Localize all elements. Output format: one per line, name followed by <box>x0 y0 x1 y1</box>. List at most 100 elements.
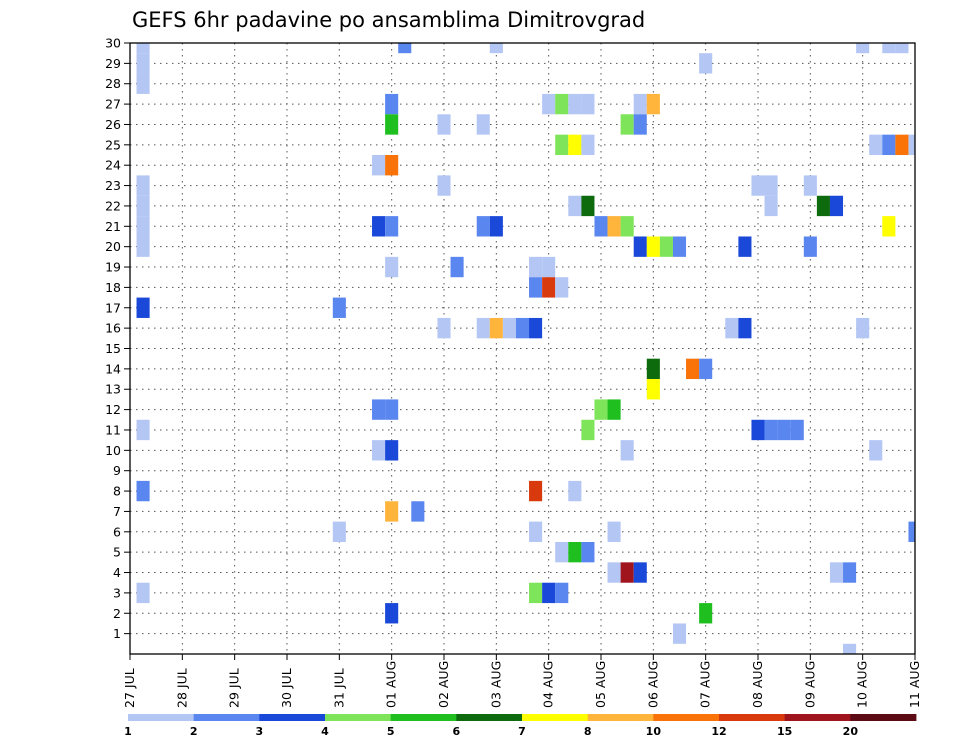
precip-cell <box>869 134 883 156</box>
precip-cell <box>136 419 150 441</box>
y-axis: 1234567891011121314151617181920212223242… <box>105 36 130 641</box>
precip-cell <box>908 134 915 156</box>
precip-cell <box>136 43 150 54</box>
x-tick-label: 05 AUG <box>593 661 608 708</box>
y-tick-label: 29 <box>105 56 121 71</box>
precip-cell <box>568 134 582 156</box>
precip-cell <box>385 93 399 115</box>
precip-cell <box>843 562 857 583</box>
grid-lines <box>130 42 915 654</box>
colorbar-swatch <box>653 714 720 721</box>
y-tick-label: 15 <box>105 341 121 356</box>
precip-cell <box>764 195 778 217</box>
precip-cell <box>633 236 647 257</box>
precip-cell <box>725 317 739 339</box>
precip-cell <box>385 440 399 461</box>
y-tick-label: 17 <box>105 300 121 315</box>
y-tick-label: 21 <box>105 219 121 234</box>
precip-cell <box>136 73 150 94</box>
precip-cell <box>332 297 346 318</box>
precip-cell <box>568 541 582 563</box>
precip-cell <box>790 419 804 441</box>
colorbar-label: 2 <box>190 725 198 738</box>
precip-cell <box>581 195 595 217</box>
y-tick-label: 9 <box>113 463 121 478</box>
precip-cell <box>385 216 399 237</box>
y-tick-label: 19 <box>105 260 121 275</box>
y-tick-label: 20 <box>105 239 121 254</box>
colorbar-swatch <box>128 714 195 721</box>
precip-cell <box>699 53 713 74</box>
precip-cell <box>136 195 150 217</box>
x-tick-label: 01 AUG <box>384 661 399 708</box>
precip-cell <box>385 501 399 522</box>
colorbar-label: 3 <box>256 725 264 738</box>
precip-cell <box>555 134 569 156</box>
y-tick-label: 14 <box>105 361 121 376</box>
y-tick-label: 28 <box>105 76 121 91</box>
precip-cell <box>633 93 647 115</box>
precip-cell <box>136 175 150 196</box>
x-tick-label: 07 AUG <box>698 661 713 708</box>
y-tick-label: 18 <box>105 280 121 295</box>
colorbar-label: 1 <box>124 725 132 738</box>
precip-cell <box>620 562 634 583</box>
x-tick-label: 09 AUG <box>802 661 817 708</box>
y-tick-label: 30 <box>105 36 121 51</box>
precip-cell <box>411 501 425 522</box>
y-tick-label: 3 <box>113 585 121 600</box>
colorbar-swatch <box>784 714 851 721</box>
precip-cell <box>542 256 556 278</box>
precip-cell <box>555 93 569 115</box>
precip-cell <box>372 399 386 420</box>
precip-cell <box>869 440 883 461</box>
y-tick-label: 16 <box>105 321 121 336</box>
colorbar-swatch <box>259 714 326 721</box>
precip-cell <box>620 440 634 461</box>
colorbar-label: 12 <box>711 725 726 738</box>
y-tick-label: 26 <box>105 117 121 132</box>
x-tick-label: 10 AUG <box>855 661 870 708</box>
y-tick-label: 10 <box>105 443 121 458</box>
x-tick-label: 30 JUL <box>279 668 294 708</box>
y-tick-label: 8 <box>113 484 121 499</box>
precip-cell <box>856 43 870 54</box>
colorbar: 1 2 3 4 5 6 7 8 10 12 15 20 <box>124 714 917 738</box>
precip-cell <box>581 134 595 156</box>
precip-cell <box>620 216 634 237</box>
precip-cell <box>633 562 647 583</box>
precip-cell <box>803 236 817 257</box>
x-tick-label: 03 AUG <box>488 661 503 708</box>
y-tick-label: 27 <box>105 97 121 112</box>
precip-cell <box>568 480 582 502</box>
precip-cell <box>751 419 765 441</box>
precip-cell <box>895 43 909 54</box>
y-tick-label: 6 <box>113 524 121 539</box>
y-tick-label: 11 <box>105 422 121 437</box>
precipitation-cells <box>136 43 915 654</box>
colorbar-swatch <box>719 714 786 721</box>
precip-cell <box>136 53 150 74</box>
colorbar-label: 8 <box>584 725 592 738</box>
precip-cell <box>686 358 700 380</box>
precip-cell <box>529 480 543 502</box>
x-tick-label: 27 JUL <box>122 668 137 708</box>
precip-cell <box>738 236 752 257</box>
precip-cell <box>646 93 660 115</box>
colorbar-swatch <box>390 714 457 721</box>
precip-cell <box>594 216 608 237</box>
precip-cell <box>529 521 543 542</box>
precip-cell <box>476 114 490 135</box>
precip-cell <box>568 93 582 115</box>
precip-cell <box>908 521 915 542</box>
colorbar-label: 15 <box>777 725 792 738</box>
precip-cell <box>385 114 399 135</box>
precip-cell <box>450 256 464 278</box>
x-tick-label: 11 AUG <box>907 661 922 708</box>
precip-cell <box>529 256 543 278</box>
precip-cell <box>803 175 817 196</box>
precip-cell <box>136 216 150 237</box>
precip-cell <box>542 93 556 115</box>
precip-cell <box>581 419 595 441</box>
precip-cell <box>476 216 490 237</box>
